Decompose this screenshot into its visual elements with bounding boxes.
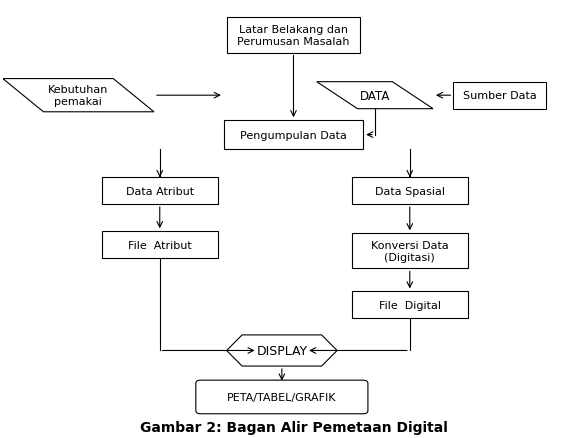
Text: File  Atribut: File Atribut bbox=[128, 240, 191, 250]
Text: PETA/TABEL/GRAFIK: PETA/TABEL/GRAFIK bbox=[227, 392, 336, 402]
FancyBboxPatch shape bbox=[102, 232, 218, 258]
Text: Data Atribut: Data Atribut bbox=[126, 186, 194, 196]
Text: DISPLAY: DISPLAY bbox=[257, 344, 308, 357]
Polygon shape bbox=[227, 335, 337, 366]
Text: Pengumpulan Data: Pengumpulan Data bbox=[240, 131, 347, 140]
FancyBboxPatch shape bbox=[224, 121, 363, 150]
Text: Konversi Data
(Digitasi): Konversi Data (Digitasi) bbox=[371, 240, 448, 262]
Text: Latar Belakang dan
Perumusan Masalah: Latar Belakang dan Perumusan Masalah bbox=[237, 25, 350, 47]
FancyBboxPatch shape bbox=[352, 292, 468, 318]
Text: DATA: DATA bbox=[360, 89, 390, 102]
Polygon shape bbox=[317, 82, 433, 110]
FancyBboxPatch shape bbox=[196, 380, 368, 414]
Text: Sumber Data: Sumber Data bbox=[463, 91, 537, 101]
FancyBboxPatch shape bbox=[352, 234, 468, 269]
FancyBboxPatch shape bbox=[227, 18, 360, 53]
Text: Data Spasial: Data Spasial bbox=[375, 186, 445, 196]
FancyBboxPatch shape bbox=[102, 178, 218, 205]
FancyBboxPatch shape bbox=[352, 178, 468, 205]
FancyBboxPatch shape bbox=[453, 82, 546, 110]
Polygon shape bbox=[3, 79, 154, 113]
Text: Kebutuhan
pemakai: Kebutuhan pemakai bbox=[48, 85, 109, 107]
Text: Gambar 2: Bagan Alir Pemetaan Digital: Gambar 2: Bagan Alir Pemetaan Digital bbox=[140, 420, 447, 434]
Text: File  Digital: File Digital bbox=[379, 300, 441, 310]
